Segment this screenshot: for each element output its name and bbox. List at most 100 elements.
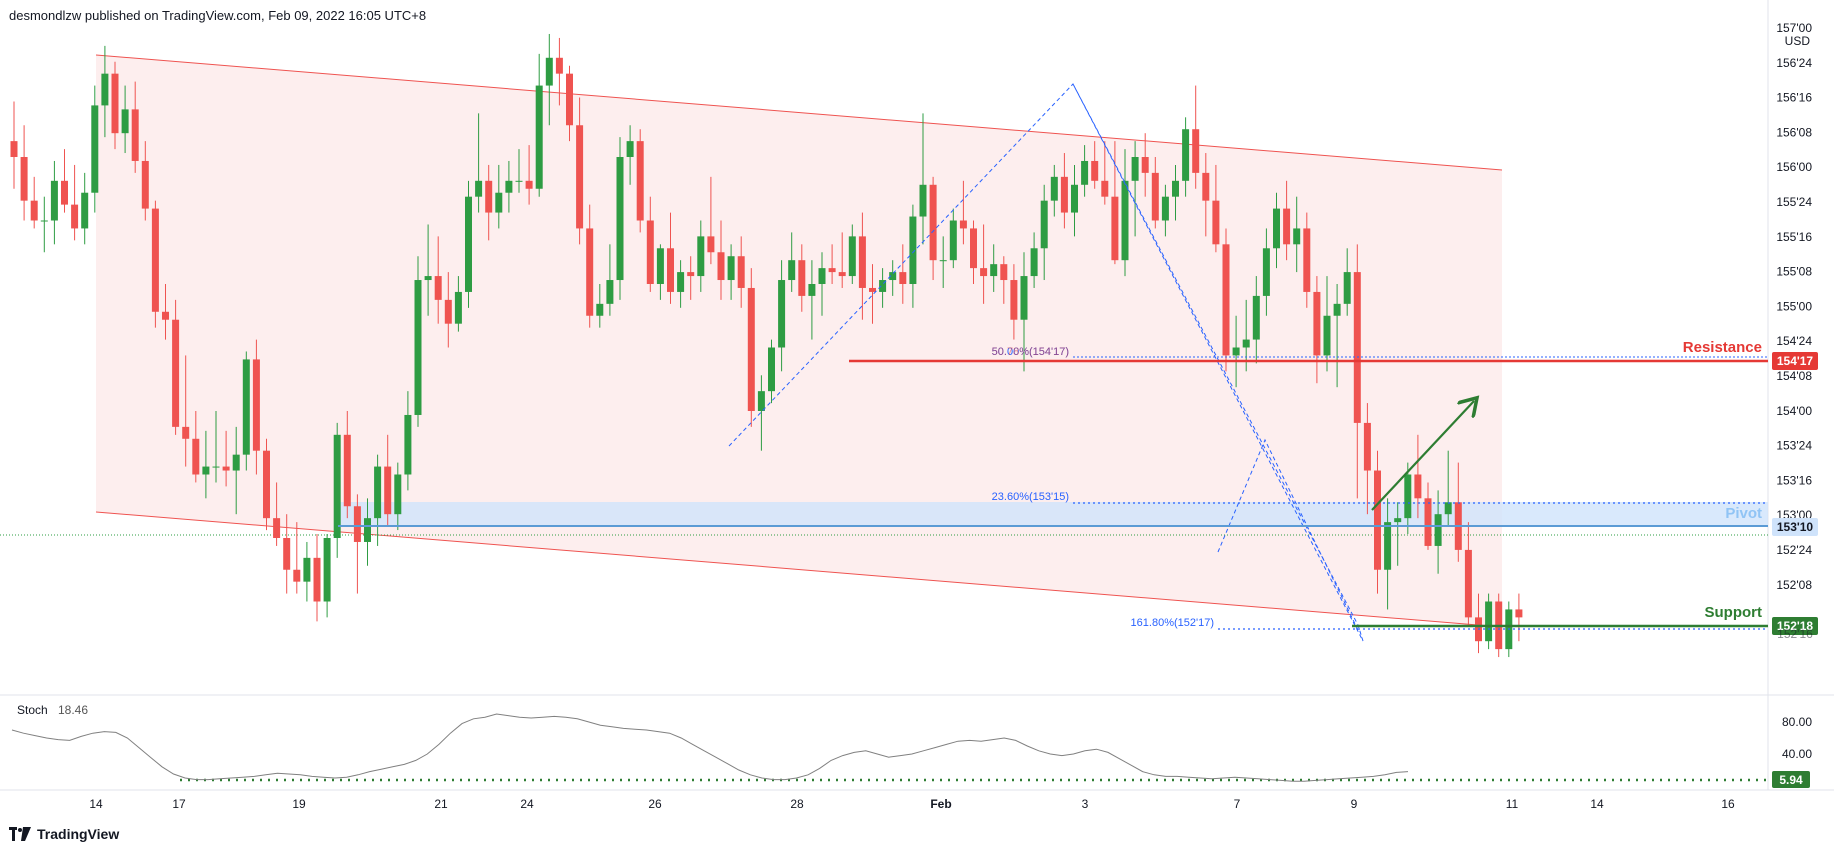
candle-body [323, 538, 331, 602]
candle-body [1424, 498, 1432, 546]
fib-1618-label: 161.80%(152'17) [1131, 617, 1214, 629]
price-axis[interactable]: 157'00 156'24 156'16 156'08 156'00 155'24 155'… [1776, 21, 1812, 592]
descending-channel-fill [96, 55, 1502, 627]
candle-body [1485, 601, 1493, 642]
candle-body [485, 180, 493, 213]
candle-body [1101, 180, 1109, 197]
time-tick-label: Feb [930, 797, 951, 811]
candle-body [131, 109, 139, 161]
candle-body [353, 506, 361, 542]
candle-body [1262, 248, 1270, 296]
candle-body [1363, 422, 1371, 471]
channel-lower-line [95, 511, 1503, 628]
pivot-price-badge-text: 153'10 [1777, 520, 1814, 534]
candle-body [10, 141, 18, 157]
stoch-tick-label: 80.00 [1782, 715, 1812, 729]
candlestick-series [10, 33, 1523, 658]
candle-body [1050, 176, 1058, 201]
price-tick-label: 156'24 [1776, 56, 1812, 70]
candle-body [1293, 228, 1301, 245]
candle-body [1374, 470, 1381, 570]
candle-body [1161, 196, 1169, 221]
candle-body [495, 192, 503, 213]
candle-body [364, 518, 371, 542]
candle-body [737, 256, 745, 288]
candle-body [919, 184, 927, 217]
candle-body [1141, 157, 1149, 173]
candle-body [1252, 295, 1260, 340]
candle-body [313, 557, 321, 602]
candle-body [798, 260, 806, 296]
candle-body [596, 303, 604, 316]
tradingview-logo-icon [9, 827, 31, 841]
support-price-badge [1772, 617, 1818, 635]
candle-body [1081, 160, 1089, 185]
time-tick-label: 19 [292, 797, 306, 811]
candle-body [778, 280, 786, 348]
time-tick-label: 3 [1082, 797, 1089, 811]
candle-body [404, 414, 412, 475]
candle-body [1515, 609, 1523, 618]
time-tick-label: 24 [520, 797, 534, 811]
candle-body [475, 180, 483, 197]
time-tick-label: 17 [172, 797, 186, 811]
candle-body [91, 105, 99, 193]
candle-body [222, 466, 230, 471]
candle-body [212, 466, 220, 468]
candle-body [677, 272, 685, 292]
candle-body [1060, 176, 1068, 213]
candle-body [555, 57, 563, 74]
time-tick-label: 26 [648, 797, 662, 811]
candle-body [1091, 160, 1099, 181]
candle-body [192, 438, 200, 475]
candle-body [1000, 264, 1008, 281]
candle-body [768, 347, 775, 392]
candle-body [1111, 196, 1119, 261]
candle-body [939, 260, 947, 262]
candle-body [909, 216, 917, 284]
price-tick-label: 155'00 [1776, 299, 1812, 313]
candle-body [606, 280, 614, 304]
candle-body [505, 180, 513, 193]
candle-body [1313, 291, 1321, 356]
candle-body [394, 474, 402, 515]
time-axis[interactable]: 14 17 19 21 24 26 28 Feb 3 7 9 11 14 16 [89, 797, 1735, 811]
candle-body [1333, 303, 1341, 316]
candle-body [20, 157, 28, 201]
candle-body [111, 73, 119, 134]
candle-body [141, 160, 149, 209]
candle-body [1151, 172, 1159, 221]
candle-body [818, 268, 826, 284]
candle-body [232, 454, 240, 471]
candle-body [717, 252, 725, 281]
fib-236-label: 23.60%(153'15) [992, 491, 1069, 503]
resistance-price-badge [1772, 352, 1818, 370]
stoch-level-badge [1772, 771, 1810, 788]
price-tick-label: 155'24 [1776, 195, 1812, 209]
price-tick-label: 152'08 [1776, 578, 1812, 592]
candle-body [959, 220, 967, 229]
price-tick-label: 152'24 [1776, 543, 1812, 557]
candle-body [465, 196, 472, 292]
candle-body [747, 287, 755, 411]
stoch-level-badge-text: 5.94 [1779, 773, 1803, 787]
candle-body [1232, 347, 1240, 356]
candle-body [1131, 157, 1139, 181]
candle-body [636, 141, 644, 221]
candle-body [283, 538, 291, 570]
candle-body [1192, 129, 1200, 173]
candle-body [434, 276, 442, 300]
candle-body [1273, 208, 1280, 249]
candle-body [303, 557, 311, 582]
candle-body [1404, 474, 1412, 519]
candle-body [828, 268, 836, 273]
candle-body [1020, 276, 1028, 320]
candle-body [121, 109, 129, 134]
candle-body [1343, 272, 1351, 304]
candle-body [980, 268, 988, 277]
price-tick-label: 155'08 [1776, 265, 1812, 279]
fib-50-overlap-label: 50.78%(154'17) [992, 346, 1069, 358]
candle-body [545, 57, 553, 86]
candle-body [162, 311, 169, 320]
